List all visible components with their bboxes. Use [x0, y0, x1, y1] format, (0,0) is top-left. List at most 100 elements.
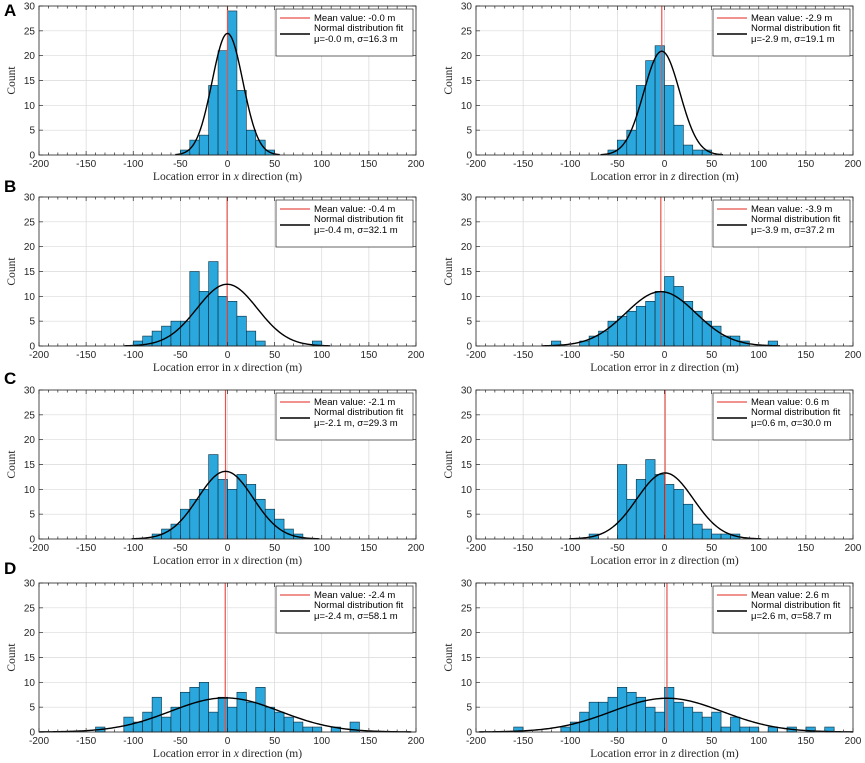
histogram-bar — [198, 682, 209, 733]
histogram-bar — [664, 484, 675, 540]
y-tick-label: 15 — [24, 460, 36, 471]
histogram-bar — [635, 85, 646, 156]
x-tick-label: -200 — [29, 543, 49, 554]
x-tick-label: -200 — [29, 159, 49, 170]
histogram-bar — [626, 129, 637, 156]
x-tick-label: -100 — [123, 159, 143, 170]
x-tick-label: 50 — [706, 736, 718, 747]
legend-fit-label: Normal distribution fit — [751, 407, 841, 418]
y-tick-label: 30 — [461, 579, 473, 590]
histogram-bar — [645, 706, 656, 733]
x-tick-label: -150 — [513, 736, 533, 747]
x-tick-label: -200 — [29, 736, 49, 747]
legend-box — [275, 8, 414, 57]
legend-box — [275, 585, 414, 634]
y-tick-label: 0 — [466, 535, 472, 546]
histogram-bar — [217, 696, 228, 733]
histogram-bar — [283, 716, 294, 733]
histogram-bar — [617, 464, 628, 540]
histogram-panel-C-z: -200 -150 -100 -50 0 50 100 150 200 0 5 10 15 20 25 30 L… — [443, 386, 862, 568]
y-tick-label: 5 — [466, 126, 472, 137]
x-axis-label: Location error in z direction (m) — [590, 748, 739, 760]
y-tick-label: 30 — [24, 386, 36, 397]
histogram-bar — [217, 296, 228, 347]
histogram-bar — [673, 489, 684, 540]
y-tick-label: 20 — [24, 242, 36, 253]
x-tick-label: -50 — [173, 736, 188, 747]
x-axis-label: Location error in x direction (m) — [153, 748, 302, 760]
y-tick-label: 25 — [461, 603, 473, 614]
normal-fit-curve — [124, 283, 331, 347]
x-tick-label: 200 — [408, 543, 425, 554]
x-tick-label: 100 — [313, 543, 330, 554]
histogram-bar — [683, 706, 694, 733]
histogram-bar — [673, 124, 684, 156]
histogram-bar — [255, 686, 266, 733]
x-axis-label-variable: x — [233, 362, 240, 374]
y-tick-label: 25 — [24, 603, 36, 614]
x-tick-label: 150 — [361, 350, 378, 361]
histogram-bar — [701, 716, 712, 733]
legend-box — [712, 199, 851, 248]
histogram-bar — [711, 325, 722, 347]
legend-box — [712, 8, 851, 57]
x-axis-label-suffix: direction (m) — [676, 748, 739, 760]
histogram-bar — [236, 90, 247, 156]
panel-letter-a: A — [4, 1, 17, 20]
x-tick-label: 150 — [798, 350, 815, 361]
x-axis-label: Location error in z direction (m) — [590, 555, 739, 567]
x-tick-label: 0 — [225, 159, 231, 170]
histogram-bar — [246, 701, 257, 733]
x-tick-label: 150 — [798, 543, 815, 554]
histogram-bar — [227, 10, 238, 156]
y-tick-label: 20 — [24, 435, 36, 446]
x-tick-label: -50 — [173, 350, 188, 361]
histogram-bar — [683, 503, 694, 540]
x-tick-label: 200 — [845, 159, 862, 170]
legend-fit-params: μ=-3.9 m, σ=37.2 m — [751, 225, 835, 236]
x-axis-label-variable: x — [233, 171, 240, 183]
y-tick-label: 5 — [466, 703, 472, 714]
normal-fit-curve — [131, 470, 320, 540]
x-axis-label-suffix: direction (m) — [239, 555, 302, 567]
legend-mean-label: Mean value: -3.9 m — [751, 204, 832, 215]
histogram-bar — [701, 320, 712, 347]
x-tick-label: 50 — [706, 159, 718, 170]
legend-fit-params: μ=2.6 m, σ=58.7 m — [751, 611, 832, 622]
legend-mean-label: Mean value: -0.4 m — [314, 204, 395, 215]
x-tick-label: 100 — [313, 350, 330, 361]
histogram-bar — [635, 305, 646, 347]
histogram-bar — [217, 50, 228, 156]
y-tick-label: 0 — [29, 342, 35, 353]
x-tick-label: 200 — [845, 736, 862, 747]
x-tick-label: -150 — [76, 350, 96, 361]
normal-fit-curve — [39, 697, 412, 733]
x-axis-label: Location error in z direction (m) — [590, 362, 739, 374]
histogram-bar — [664, 276, 675, 347]
y-tick-label: 15 — [461, 76, 473, 87]
histogram-bar — [142, 711, 153, 733]
histogram-bar — [246, 129, 257, 156]
x-tick-label: 50 — [706, 350, 718, 361]
histogram-panel-D-z: -200 -150 -100 -50 0 50 100 150 200 0 5 10 15 20 25 30 L… — [443, 579, 862, 761]
y-tick-label: 25 — [24, 26, 36, 37]
legend-mean-label: Mean value: -2.1 m — [314, 397, 395, 408]
histogram-bar — [626, 691, 637, 733]
x-axis-label-prefix: Location error in — [590, 362, 671, 374]
y-tick-label: 30 — [24, 579, 36, 590]
y-tick-label: 20 — [461, 51, 473, 62]
y-tick-label: 30 — [461, 193, 473, 204]
histogram-bar — [626, 310, 637, 347]
legend-box — [712, 585, 851, 634]
histogram-bar — [617, 315, 628, 347]
x-tick-label: -100 — [123, 350, 143, 361]
panel-letter-c: C — [4, 369, 17, 388]
histogram-bar — [189, 498, 200, 540]
y-tick-label: 25 — [24, 217, 36, 228]
y-tick-label: 0 — [466, 342, 472, 353]
x-tick-label: -50 — [610, 543, 625, 554]
x-axis-label-variable: x — [233, 555, 240, 567]
y-tick-label: 25 — [461, 26, 473, 37]
x-tick-label: 100 — [750, 543, 767, 554]
